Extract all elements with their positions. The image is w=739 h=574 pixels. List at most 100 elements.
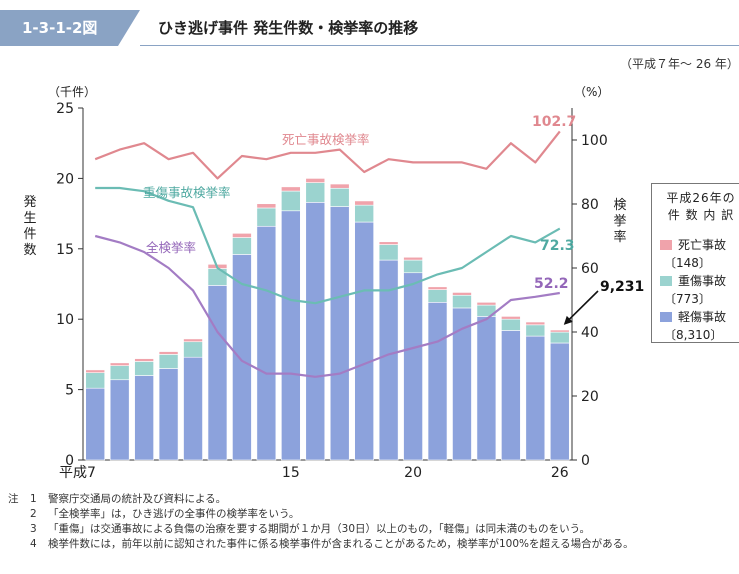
- left-tick-label: 5: [65, 383, 74, 399]
- notes: 注 1 警察庁交通局の統計及び資料による。 2 「全検挙率」は，ひき逃げの全事件の検挙…: [8, 492, 634, 552]
- bar-segment: [85, 387, 106, 461]
- note-num-3: 3: [30, 523, 37, 535]
- legend-label-minor: 軽傷事故: [678, 310, 727, 324]
- end-label-fatal: 102.7: [532, 114, 576, 130]
- legend-item-fatal: 死亡事故: [660, 236, 726, 253]
- right-tick-label: 100: [581, 133, 608, 149]
- legend-item-minor: 軽傷事故: [660, 308, 726, 325]
- label-serious-rate: 重傷事故検挙率: [143, 185, 231, 200]
- bar-segment: [158, 368, 179, 461]
- bar-segment: [281, 190, 301, 212]
- bar-segment: [476, 316, 497, 461]
- line-series: [95, 186, 561, 305]
- legend-title: 平成26年の 件 数 内 訳: [652, 190, 739, 224]
- figure-title: ひき逃げ事件 発生件数・検挙率の推移: [158, 19, 419, 37]
- legend-count-serious: 〔773〕: [664, 292, 711, 306]
- legend-count-fatal: 〔148〕: [664, 256, 711, 270]
- figure-header: 1-3-1-2図 ひき逃げ事件 発生件数・検挙率の推移: [0, 10, 739, 46]
- note-num-4: 4: [30, 538, 37, 550]
- note-row-1: 注 1 警察庁交通局の統計及び資料による。: [8, 492, 634, 507]
- bar-segment: [158, 351, 179, 355]
- bar-segment: [256, 225, 277, 461]
- legend-title-line2: 件 数 内 訳: [667, 208, 735, 222]
- right-tick-label: 60: [581, 261, 599, 277]
- bar-segment: [232, 237, 252, 255]
- bar-segment: [354, 200, 374, 206]
- bar-segment: [427, 289, 448, 303]
- left-axis-label: 発生件数: [23, 195, 36, 258]
- chart: 0 5 10 15 20 25 0 20 40 60 80 100 （千件） （%） 発生件数 検挙率 死亡事故…: [23, 85, 644, 481]
- end-label-total: 9,231: [600, 279, 644, 295]
- bar-segment: [305, 182, 326, 203]
- bar-segment: [501, 316, 521, 320]
- bar-segment: [109, 362, 130, 366]
- right-tick-label: 0: [581, 453, 590, 469]
- note-row-4: 4 検挙件数には，前年以前に認知された事件に係る検挙事件が含まれることがあるため，…: [8, 537, 634, 552]
- note-text-4: 検挙件数には，前年以前に認知された事件に係る検挙事件が含まれることがあるため，検…: [48, 538, 634, 550]
- right-tick-label: 40: [581, 325, 599, 341]
- x-tick-label: 26: [551, 465, 569, 481]
- bar-segment: [207, 285, 228, 461]
- left-tick-label: 10: [56, 312, 74, 328]
- x-tick-label: 15: [282, 465, 300, 481]
- bar-segment: [525, 335, 546, 461]
- note-row-3: 3 「重傷」は交通事故による負傷の治療を要する期間が１か月（30日）以上のもの，「…: [8, 522, 634, 537]
- bar-segment: [403, 272, 423, 461]
- header-rule: [140, 45, 739, 46]
- legend-swatch-fatal: [660, 240, 672, 250]
- bar-segment: [354, 221, 374, 461]
- bar-segment: [525, 324, 546, 337]
- bar-segment: [85, 372, 106, 389]
- left-tick-label: 15: [56, 242, 74, 258]
- bar-segment: [183, 356, 203, 461]
- figure-id-badge-tail: [118, 10, 140, 46]
- bar-segment: [501, 330, 521, 461]
- legend-title-line1: 平成26年の: [666, 191, 736, 205]
- bar-segment: [525, 321, 546, 326]
- bar-segment: [85, 369, 106, 374]
- right-axis-unit: （%）: [574, 85, 609, 99]
- bar-segment: [549, 329, 570, 333]
- bar-segment: [232, 233, 252, 238]
- bar-segment: [281, 210, 301, 461]
- note-num-2: 2: [30, 508, 37, 520]
- bar-segment: [134, 375, 154, 461]
- bar-segment: [378, 244, 399, 261]
- bar-segment: [452, 307, 472, 461]
- bar-segment: [305, 178, 326, 183]
- bar-segment: [549, 331, 570, 344]
- bar-segment: [501, 318, 521, 331]
- note-num-1: 1: [30, 493, 37, 505]
- notes-lead: 注: [8, 493, 19, 505]
- bar-segment: [329, 183, 350, 189]
- right-tick-label: 20: [581, 389, 599, 405]
- line-series: [94, 130, 561, 180]
- bar-segment: [329, 187, 350, 207]
- note-text-3: 「重傷」は交通事故による負傷の治療を要する期間が１か月（30日）以上のもの，「軽…: [48, 523, 591, 535]
- bar-segment: [354, 204, 374, 223]
- end-label-serious: 72.3: [540, 238, 575, 254]
- end-label-all: 52.2: [534, 276, 569, 292]
- bar-segment: [256, 207, 277, 227]
- note-text-2: 「全検挙率」は，ひき逃げの全事件の検挙率をいう。: [48, 508, 300, 520]
- bar-segment: [403, 256, 423, 261]
- left-axis-unit: （千件）: [48, 85, 96, 99]
- bar-segment: [134, 361, 154, 376]
- bar-segment: [427, 302, 448, 461]
- bar-segment: [378, 241, 399, 245]
- bar-segment: [305, 202, 326, 461]
- legend-item-serious: 重傷事故: [660, 272, 726, 289]
- bar-segment: [452, 294, 472, 309]
- note-text-1: 警察庁交通局の統計及び資料による。: [48, 493, 227, 505]
- bar-segment: [452, 292, 472, 296]
- total-arrow-head: [563, 315, 573, 325]
- bar-segment: [134, 358, 154, 362]
- right-axis-label: 検挙率: [613, 198, 626, 245]
- right-tick-label: 80: [581, 197, 599, 213]
- legend-count-minor: 〔8,310〕: [664, 328, 723, 342]
- legend-label-fatal: 死亡事故: [678, 238, 727, 252]
- bar-segment: [427, 286, 448, 290]
- left-tick-label: 25: [56, 101, 74, 117]
- bar-segment: [109, 379, 130, 461]
- bar-segment: [329, 206, 350, 461]
